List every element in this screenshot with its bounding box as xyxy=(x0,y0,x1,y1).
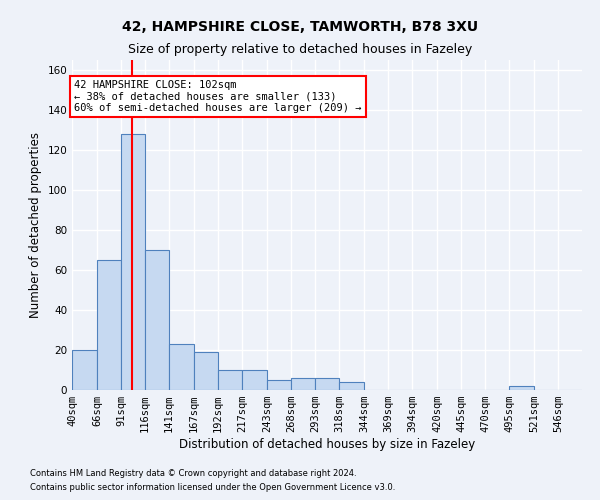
X-axis label: Distribution of detached houses by size in Fazeley: Distribution of detached houses by size … xyxy=(179,438,475,451)
Text: Size of property relative to detached houses in Fazeley: Size of property relative to detached ho… xyxy=(128,42,472,56)
Bar xyxy=(121,134,145,390)
Bar xyxy=(194,352,218,390)
Text: 42, HAMPSHIRE CLOSE, TAMWORTH, B78 3XU: 42, HAMPSHIRE CLOSE, TAMWORTH, B78 3XU xyxy=(122,20,478,34)
Bar xyxy=(145,250,169,390)
Bar xyxy=(339,382,364,390)
Text: 42 HAMPSHIRE CLOSE: 102sqm
← 38% of detached houses are smaller (133)
60% of sem: 42 HAMPSHIRE CLOSE: 102sqm ← 38% of deta… xyxy=(74,80,361,113)
Text: Contains HM Land Registry data © Crown copyright and database right 2024.: Contains HM Land Registry data © Crown c… xyxy=(30,468,356,477)
Text: Contains public sector information licensed under the Open Government Licence v3: Contains public sector information licen… xyxy=(30,484,395,492)
Bar xyxy=(169,344,194,390)
Bar xyxy=(291,378,315,390)
Bar xyxy=(509,386,534,390)
Bar xyxy=(242,370,267,390)
Bar xyxy=(267,380,291,390)
Bar xyxy=(72,350,97,390)
Bar xyxy=(315,378,339,390)
Bar xyxy=(218,370,242,390)
Y-axis label: Number of detached properties: Number of detached properties xyxy=(29,132,42,318)
Bar xyxy=(97,260,121,390)
